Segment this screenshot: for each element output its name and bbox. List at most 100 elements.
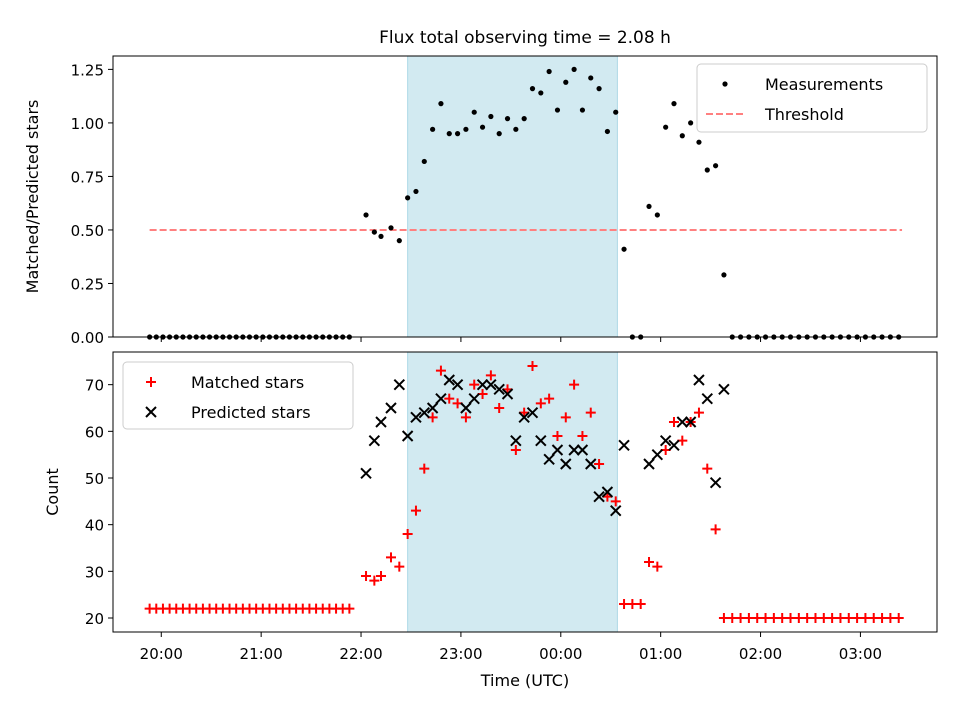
y-tick-label: 1.00 [71,115,104,133]
y-tick-label: 60 [85,423,104,441]
measurement-point [713,163,719,169]
matched-point [577,431,588,441]
predicted-point [451,378,464,391]
measurement-point [446,131,452,137]
measurement-point [454,131,461,137]
predicted-point [360,467,372,480]
predicted-point [510,434,522,447]
measurement-point [613,109,619,115]
predicted-point [643,458,655,470]
predicted-point [718,383,730,396]
measurement-point [688,120,694,126]
measurement-point [646,203,652,210]
measurement-point [463,126,469,132]
x-axis-label: Time (UTC) [480,671,569,690]
figure-title: Flux total observing time = 2.08 h [379,28,671,48]
x-tick-label: 02:00 [739,645,782,663]
y-axis-label: Count [43,468,62,516]
matched-point [410,505,421,516]
legend: Measurements Threshold [696,63,928,133]
measurement-point [663,124,669,130]
axes-frame [112,351,938,633]
y-tick-label: 1.25 [71,61,104,79]
measurement-point [388,225,394,231]
observing-window-shade [407,55,618,338]
measurement-point [546,68,552,75]
measurement-point [571,66,577,72]
measurement-point [604,128,611,135]
matched-point [469,379,480,390]
series-predicted-stars [360,374,730,517]
predicted-point [493,383,505,396]
predicted-point [610,504,622,517]
y-axis-label: Matched/Predicted stars [23,100,42,294]
y-tick-label: 70 [85,377,104,395]
measurement-point [671,101,677,107]
measurement-point [588,75,594,81]
x-tick-label: 22:00 [339,645,382,663]
series-matched-stars [144,361,904,623]
bottom-panel: 20 30 40 50 60 70 20:00 21:00 22:00 23:00 00:00 01:… [43,351,938,690]
matched-point [569,379,580,390]
measurement-point [538,90,544,96]
measurement-point [504,116,511,122]
observing-window-shade [407,351,618,633]
measurement-point [405,195,411,201]
predicted-point [375,416,387,428]
predicted-point [568,444,580,456]
measurement-point [696,139,702,145]
matched-point [444,393,455,404]
matched-point [552,431,563,441]
legend-label: Matched stars [191,373,304,392]
y-tick-label: 0.50 [71,222,104,240]
predicted-point [601,486,614,498]
predicted-point [651,448,664,461]
predicted-point [393,378,406,391]
legend-label: Threshold [764,105,844,124]
legend-marker-measurements [722,81,728,87]
matched-point [485,370,496,381]
axes-frame [112,55,938,338]
matched-point [419,463,430,474]
matched-point [644,557,655,567]
predicted-point [476,378,489,391]
measurement-point [679,133,685,139]
predicted-point [684,416,697,428]
matched-point [376,571,387,581]
predicted-point [460,402,472,414]
measurement-point [488,113,494,120]
y-tick-label: 40 [85,517,104,535]
matched-point [652,561,663,572]
predicted-point [501,388,514,400]
measurement-point [563,79,569,85]
measurement-point [513,126,519,132]
predicted-point [593,490,605,503]
measurement-point [554,107,561,113]
x-tick-label: 21:00 [240,645,283,663]
legend-label: Predicted stars [191,403,311,422]
matched-point [527,361,538,371]
predicted-point [701,392,713,405]
predicted-point [435,392,447,405]
x-tick-label: 03:00 [839,645,882,663]
matched-point [460,412,471,423]
measurement-point [471,109,477,115]
predicted-point [585,458,597,470]
measurement-point [654,212,660,218]
matched-point [494,403,505,413]
measurement-point [721,272,727,278]
x-tick-label: 01:00 [639,645,682,663]
y-tick-label: 0.75 [71,168,104,186]
measurement-point [430,126,436,132]
matched-point [510,445,521,455]
predicted-point [418,406,430,419]
predicted-point [693,374,705,386]
measurement-point [521,116,527,122]
y-tick-label: 30 [85,563,104,581]
measurement-point [496,131,502,137]
y-tick-label: 20 [85,610,104,628]
y-tick-label: 0.25 [71,275,104,293]
predicted-point [551,444,564,456]
measurement-point [529,86,536,92]
predicted-point [410,411,422,424]
